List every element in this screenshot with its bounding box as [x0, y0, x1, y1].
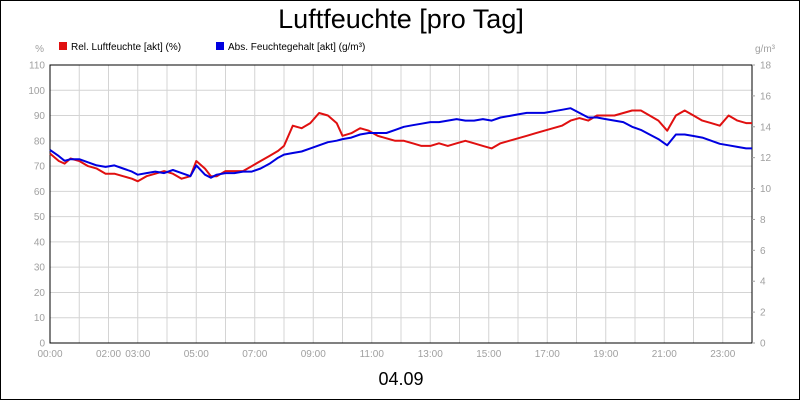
x-tick-label: 15:00 [476, 349, 501, 360]
y-right-tick-label: 6 [760, 246, 766, 257]
x-tick-label: 00:00 [37, 349, 62, 360]
legend-swatch-rel [59, 42, 67, 50]
x-tick-label: 19:00 [593, 349, 618, 360]
x-tick-label: 17:00 [535, 349, 560, 360]
y-right-tick-label: 8 [760, 215, 766, 226]
y-left-tick-label: 30 [34, 263, 46, 274]
y-right-tick-label: 2 [760, 308, 766, 319]
legend-label-rel: Rel. Luftfeuchte [akt] (%) [71, 42, 181, 53]
x-tick-label: 09:00 [301, 349, 326, 360]
x-tick-label: 07:00 [242, 349, 267, 360]
y-left-tick-label: 70 [34, 162, 46, 173]
date-label: 04.09 [378, 369, 423, 389]
x-tick-label: 03:00 [125, 349, 150, 360]
chart-title: Luftfeuchte [pro Tag] [278, 4, 524, 34]
y-left-tick-label: 0 [39, 339, 45, 350]
x-tick-label: 11:00 [360, 349, 385, 360]
y-left-tick-label: 40 [34, 237, 46, 248]
y-right-tick-label: 12 [760, 153, 772, 164]
series-layer [49, 107, 752, 183]
x-tick-label: 05:00 [184, 349, 209, 360]
y-right-tick-label: 0 [760, 339, 766, 350]
y-right-tick-label: 18 [760, 61, 772, 72]
y-right-tick-label: 14 [760, 122, 772, 133]
y-left-tick-label: 50 [34, 212, 46, 223]
y-right-tick-label: 4 [760, 277, 766, 288]
y-left-tick-label: 90 [34, 111, 46, 122]
series-line-abs-humidity [49, 107, 752, 179]
series-line-rel-humidity [49, 109, 752, 183]
ticks-layer: 0 10 20 30 40 50 60 70 80 90 100 110 0 2 4 6 8 10 12 14 16 18… [28, 61, 771, 361]
legend-label-abs: Abs. Feuchtegehalt [akt] (g/m³) [228, 42, 365, 53]
x-tick-label: 23:00 [710, 349, 735, 360]
y-left-tick-label: 100 [28, 86, 45, 97]
legend-swatch-abs [216, 42, 224, 50]
grid-layer [50, 65, 752, 343]
y-left-tick-label: 10 [34, 313, 46, 324]
y-left-tick-label: 110 [29, 61, 45, 72]
right-axis-unit: g/m³ [755, 44, 776, 55]
x-tick-label: 21:00 [652, 349, 677, 360]
left-axis-unit: % [35, 44, 44, 55]
y-right-tick-label: 10 [760, 184, 772, 195]
plot-area-border [49, 64, 753, 344]
y-left-tick-label: 60 [34, 187, 46, 198]
y-right-tick-label: 16 [760, 91, 772, 102]
y-left-tick-label: 80 [34, 136, 46, 147]
y-left-tick-label: 20 [34, 288, 46, 299]
x-tick-label: 13:00 [418, 349, 443, 360]
x-tick-label: 02:00 [96, 349, 121, 360]
